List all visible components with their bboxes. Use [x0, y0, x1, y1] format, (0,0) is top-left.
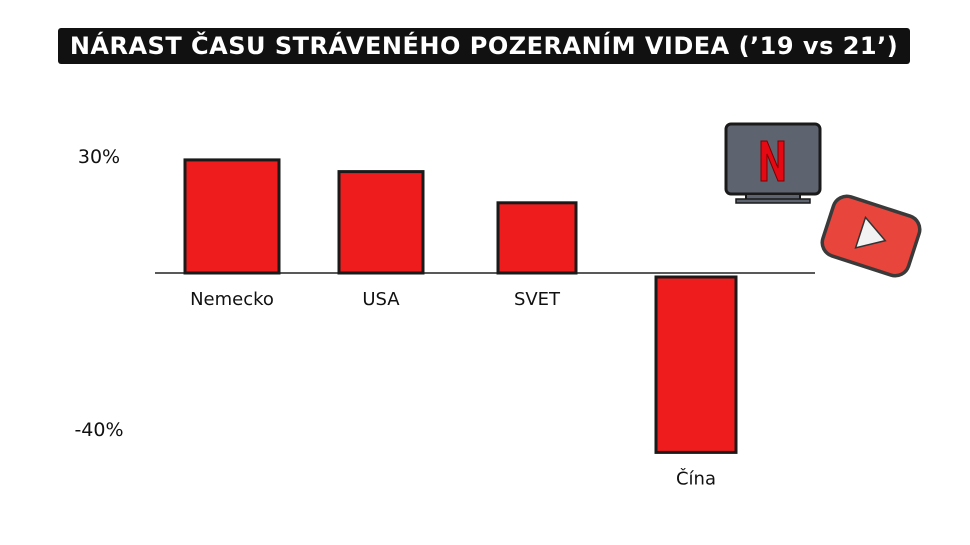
category-label: Čína — [676, 467, 716, 489]
bar-čína — [654, 275, 738, 454]
category-label: SVET — [514, 289, 561, 310]
y-tick-label: 30% — [78, 146, 120, 168]
category-label: Nemecko — [190, 289, 274, 310]
title-banner: NÁRAST ČASU STRÁVENÉHO POZERANÍM VIDEA (… — [58, 28, 910, 64]
category-label: USA — [362, 289, 400, 310]
bar-usa — [337, 170, 425, 275]
bar-svet — [496, 201, 578, 275]
youtube-play-icon — [820, 194, 922, 278]
chart-title: NÁRAST ČASU STRÁVENÉHO POZERANÍM VIDEA (… — [69, 32, 899, 60]
bar-nemecko — [183, 158, 281, 275]
y-tick-label: -40% — [74, 419, 123, 441]
netflix-tv-icon — [724, 122, 822, 204]
